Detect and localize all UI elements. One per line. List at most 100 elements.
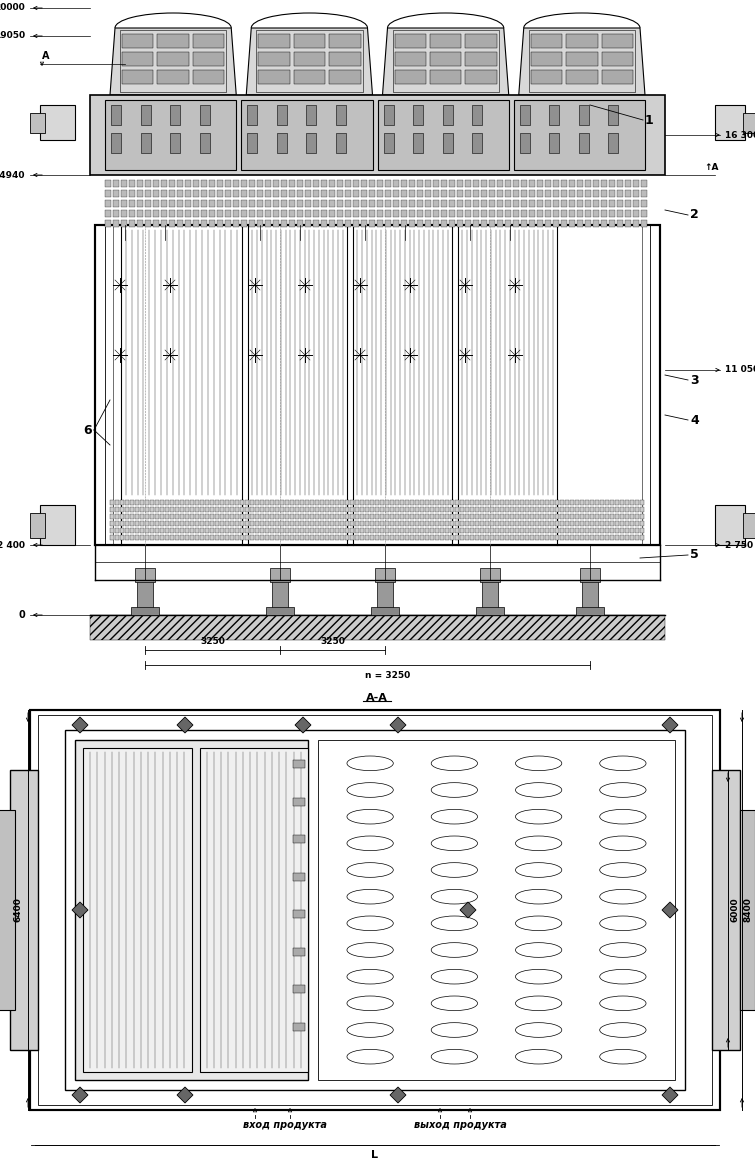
Text: L: L [371, 1150, 378, 1160]
Bar [225, 535, 229, 540]
Bar [430, 500, 434, 506]
Bar [155, 514, 159, 518]
Bar [377, 579, 393, 610]
Bar [321, 179, 327, 187]
Bar [435, 535, 439, 540]
Bar [137, 201, 143, 206]
Bar [449, 201, 455, 206]
Bar [345, 507, 349, 511]
Bar [365, 535, 369, 540]
Bar [455, 514, 459, 518]
Bar [180, 535, 184, 540]
Bar [585, 535, 589, 540]
Bar [545, 535, 549, 540]
Bar [250, 500, 254, 506]
Bar [401, 179, 407, 187]
Bar [360, 528, 364, 533]
Bar [449, 210, 455, 217]
Bar [530, 535, 534, 540]
Bar [465, 500, 469, 506]
Bar [200, 521, 204, 526]
Bar [265, 535, 269, 540]
Bar [497, 201, 503, 206]
Text: А-А: А-А [366, 693, 388, 703]
Bar [385, 521, 389, 526]
Bar [137, 579, 153, 610]
Bar [201, 179, 207, 187]
Bar [129, 210, 135, 217]
Bar [442, 133, 453, 152]
Bar [441, 190, 447, 197]
Bar [205, 535, 209, 540]
Bar [199, 106, 210, 126]
Bar [390, 528, 394, 533]
Bar [275, 528, 279, 533]
Bar [305, 221, 311, 228]
Bar [305, 190, 311, 197]
Bar [520, 521, 524, 526]
Bar [365, 500, 369, 506]
Bar [430, 70, 461, 84]
Bar [275, 535, 279, 540]
Bar [270, 528, 274, 533]
Bar [610, 528, 614, 533]
Bar [480, 535, 484, 540]
Bar [615, 521, 619, 526]
Polygon shape [662, 902, 678, 918]
Bar [190, 514, 194, 518]
Bar [193, 70, 224, 84]
Bar [255, 500, 259, 506]
Bar [505, 507, 509, 511]
Bar [201, 210, 207, 217]
Bar [482, 579, 498, 610]
Bar [355, 535, 359, 540]
Bar [519, 106, 530, 126]
Bar [294, 34, 325, 48]
Bar [280, 521, 284, 526]
Bar [575, 528, 579, 533]
Text: 6: 6 [83, 423, 92, 436]
Bar [195, 535, 199, 540]
Bar [560, 507, 564, 511]
Ellipse shape [431, 757, 478, 771]
Bar [712, 769, 740, 1050]
Bar [293, 985, 305, 994]
Bar [270, 500, 274, 506]
Bar [265, 201, 271, 206]
Bar [481, 201, 487, 206]
Bar [235, 500, 239, 506]
Bar [375, 521, 379, 526]
Bar [417, 210, 423, 217]
Bar [515, 528, 519, 533]
Bar [305, 521, 309, 526]
Bar [305, 535, 309, 540]
Ellipse shape [599, 862, 646, 877]
Bar [275, 507, 279, 511]
Bar [225, 528, 229, 533]
Bar [297, 210, 303, 217]
Bar [577, 190, 583, 197]
Bar [475, 507, 479, 511]
Bar [240, 521, 244, 526]
Bar [155, 507, 159, 511]
Bar [321, 201, 327, 206]
Bar [335, 528, 339, 533]
Bar [225, 190, 231, 197]
Bar [393, 179, 399, 187]
Bar [241, 221, 247, 228]
Bar [393, 30, 499, 91]
Ellipse shape [347, 969, 393, 984]
Bar [285, 514, 289, 518]
Bar [335, 514, 339, 518]
Bar [300, 514, 304, 518]
Bar [489, 221, 495, 228]
Bar [375, 514, 379, 518]
Bar [590, 514, 594, 518]
Bar [160, 535, 164, 540]
Bar [385, 201, 391, 206]
Bar [537, 221, 543, 228]
Bar [240, 528, 244, 533]
Bar [500, 535, 504, 540]
Bar [120, 30, 226, 91]
Bar [743, 113, 755, 133]
